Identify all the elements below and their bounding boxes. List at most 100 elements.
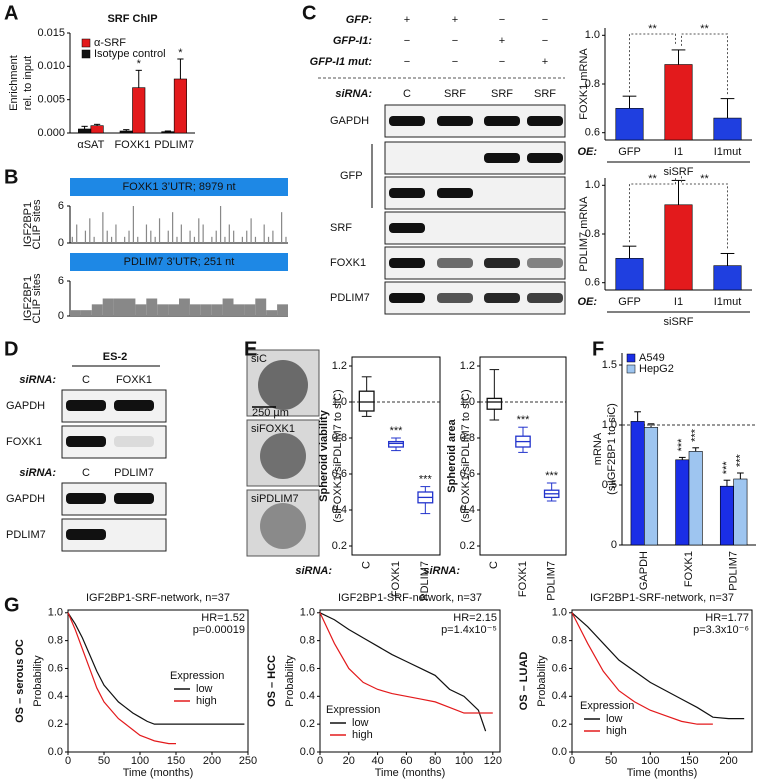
significance: *** [734,453,746,467]
y-axis-label: OS – LUAD [518,652,530,711]
condition-label: GFP-I1: [333,35,372,47]
y-axis-label: IGF2BP1 [22,276,34,321]
legend-label: α-SRF [94,37,126,49]
y-tick-label: 0.4 [48,690,63,702]
group-label: siSRF [664,166,694,178]
clip-spike [145,224,148,243]
spheroid [258,360,308,410]
condition-mark: + [452,14,458,26]
blot-band [437,293,473,303]
x-tick-label: 0 [569,755,575,767]
y-tick-label: 0 [611,539,617,551]
clip-spike [150,230,152,243]
legend-label: HepG2 [639,363,674,375]
x-tick-label: 50 [605,755,617,767]
bar [733,478,748,546]
blot-band [484,258,520,268]
coverage-step [70,310,81,316]
x-tick-label: I1mut [714,146,742,158]
y-tick-label: 1.0 [48,607,63,619]
significance: * [178,47,183,59]
panel-label: D [4,338,18,360]
x-tick-label: GFP [618,146,641,158]
y-axis-label: IGF2BP1 [22,202,34,247]
clip-spike [272,230,274,243]
x-tick-label: 80 [429,755,441,767]
bar [630,421,645,546]
bar [173,78,187,134]
clip-spike [176,236,178,243]
bar [90,125,104,134]
clip-spike [193,236,196,243]
x-tick-label: 20 [343,755,355,767]
coverage-step [222,298,234,316]
chart-title: IGF2BP1-SRF-network, n=37 [590,592,734,604]
x-axis-prefix: OE: [577,296,597,308]
x-tick-label: 200 [719,755,737,767]
x-tick-label: FOXK1 [390,561,402,597]
y-axis-label: Spheroid area [446,418,458,492]
sirna: PDLIM7 [114,467,154,479]
bar [132,87,146,134]
survival-curve [319,612,487,732]
coverage-step [102,298,114,316]
clip-spike [172,212,174,243]
y-tick-label: 0.8 [585,228,600,240]
blot-band [484,153,520,163]
sirna: C [82,467,90,479]
blot-strip [384,211,566,245]
y-tick-label: 1.2 [332,360,347,372]
y-tick-label: 0.0 [300,746,315,758]
blot-label: GAPDH [6,400,45,412]
condition-mark: − [542,35,548,47]
blot-band [527,116,563,126]
survival-curve [571,612,745,720]
y-tick-label: 6 [58,275,64,287]
scale-label: 250 µm [252,407,289,419]
sirna: C [403,88,411,100]
clip-spike [246,230,248,243]
x-axis-label: Time (months) [627,767,698,779]
y-tick-label: 0.2 [460,540,475,552]
box [486,397,503,410]
y-axis-label: (siFOXK1/siPDLIM7 to siC) [460,389,472,522]
condition-mark: + [542,56,548,68]
y-axis-label: Enrichment [8,55,20,111]
y-tick-label: 0.6 [585,277,600,289]
significance: *** [545,470,559,482]
survival-curve [67,612,245,725]
clip-spike [202,224,204,243]
legend-label: Isotype control [94,48,166,60]
y-tick-label: 0.2 [300,718,315,730]
bar [688,451,703,546]
blot-band [527,293,563,303]
bar [78,128,92,134]
y-tick-label: 0.6 [460,468,475,480]
y-tick-label: 0.2 [552,718,567,730]
sirna-label: siRNA: [335,88,372,100]
clip-spike [228,224,230,243]
bar [615,108,644,141]
condition-label: GFP: [346,14,373,26]
significance: *** [419,474,433,486]
y-tick-label: 0.8 [300,635,315,647]
y-tick-label: 0.4 [300,690,315,702]
blot-band [437,116,473,126]
y-tick-label: 0.2 [48,718,63,730]
annotation: HR=1.77 [705,612,749,624]
annotation: HR=1.52 [201,612,245,624]
chart-title: SRF ChIP [107,13,157,25]
x-tick-label: 120 [484,755,502,767]
x-tick-label: 0 [317,755,323,767]
panel-label: F [592,338,604,360]
coverage-step [168,304,179,316]
x-tick-label: GFP [618,296,641,308]
blot-label: PDLIM7 [330,292,370,304]
y-tick-label: 1.0 [552,607,567,619]
legend-label: high [606,725,627,737]
condition-mark: + [499,35,505,47]
bar [719,485,734,546]
y-axis-label: rel. to input [22,56,34,110]
bar [664,204,693,291]
